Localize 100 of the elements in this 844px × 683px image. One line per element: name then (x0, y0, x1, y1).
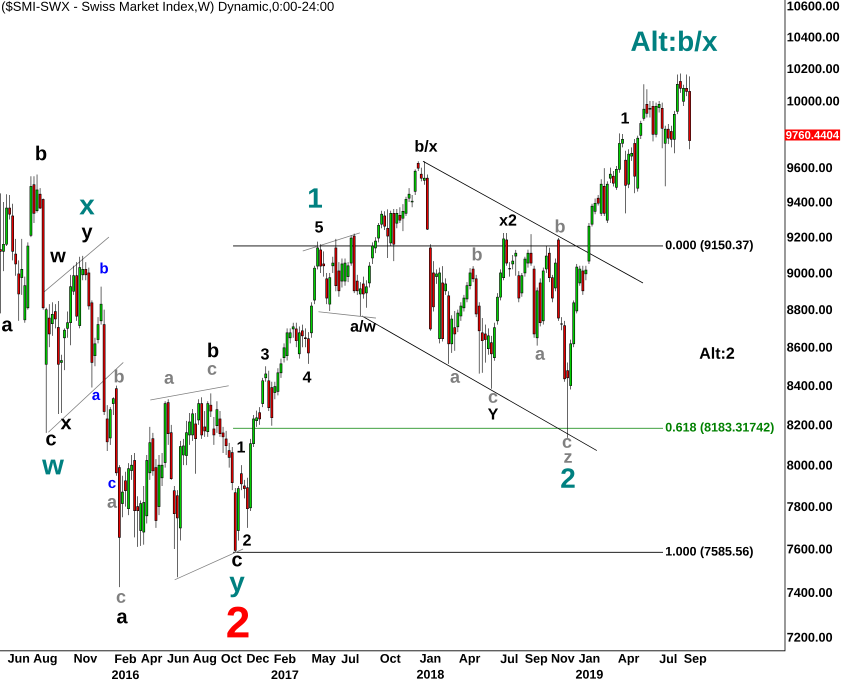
annotation: 1 (238, 441, 246, 452)
x-tick-label: Sep (525, 654, 548, 666)
y-tick-label: 9200.00 (787, 232, 832, 242)
x-tick-label: Nov (74, 654, 98, 663)
x-tick-label: Jun (167, 654, 189, 663)
annotation: x (79, 200, 95, 214)
candlestick (218, 410, 222, 438)
candlestick (344, 258, 346, 286)
candlestick (127, 462, 130, 516)
x-tick-label: Jul (341, 654, 358, 664)
x-tick-label: Jul (659, 654, 676, 664)
candlestick (652, 100, 654, 142)
annotation: a (450, 373, 460, 383)
candlestick (30, 176, 32, 238)
x-tick-label: Oct (380, 654, 401, 663)
series-label: 0.618 (8183.31742) (666, 422, 774, 434)
annotation: a (164, 374, 174, 384)
y-tick-label: 8000.00 (787, 460, 832, 470)
x-tick-label: Aug (33, 654, 57, 666)
y-tick-label: 10000.00 (787, 96, 840, 106)
candlestick (624, 150, 627, 214)
candlestick (57, 300, 60, 414)
x-tick-label: Apr (618, 654, 640, 666)
annotation: b (100, 262, 108, 274)
annotation: a (536, 350, 546, 360)
candlestick (216, 400, 218, 434)
series-label: 1.000 (7585.56) (666, 546, 753, 558)
x-tick-label: Feb 2016 (112, 654, 139, 680)
annotation: x (60, 418, 72, 430)
x-tick-label: May (312, 654, 336, 666)
x-tick-label: Apr (459, 654, 480, 666)
candlestick (654, 102, 658, 138)
candlestick (310, 302, 313, 338)
x-tick-label: Oct (221, 654, 242, 663)
y-tick-label: 7400.00 (787, 588, 832, 597)
series-label: 0.000 (9150.37) (666, 240, 753, 252)
annotation: c (108, 480, 116, 488)
candlestick (36, 174, 38, 213)
annotation: 4 (302, 371, 312, 382)
y-tick-label: 9600.00 (787, 163, 832, 172)
candlestick (340, 258, 344, 288)
y-tick-label: 7200.00 (787, 632, 832, 642)
annotation: 2 (227, 606, 248, 638)
x-tick-label: Nov (552, 654, 575, 663)
candlestick (453, 310, 456, 352)
annotation: b (556, 219, 565, 233)
y-tick-label: 8400.00 (787, 381, 832, 390)
annotation: a (92, 392, 100, 400)
annotation: 2 (243, 534, 251, 546)
x-tick-label: Dec (247, 654, 269, 663)
annotation: c (488, 393, 498, 403)
annotation: 3 (260, 348, 269, 360)
annotation: a (117, 612, 128, 624)
candlestick (0, 193, 2, 314)
annotation: b/x (415, 140, 438, 152)
y-tick-label: 8200.00 (787, 420, 832, 430)
x-tick-label: Feb 2017 (271, 654, 298, 680)
y-tick-label: 9400.00 (787, 198, 832, 207)
y-tick-label: 8800.00 (787, 305, 832, 314)
candlestick (69, 274, 72, 346)
y-tick-label: 9000.00 (787, 268, 832, 278)
annotation: c (208, 365, 216, 375)
y-tick-label: 7800.00 (787, 502, 832, 512)
annotation: a (108, 498, 118, 508)
candlestick (660, 102, 664, 149)
annotation: b (36, 146, 46, 160)
annotation: 1 (622, 112, 630, 124)
candlestick (404, 196, 408, 216)
annotation: a (2, 320, 13, 332)
annotation: w (42, 460, 64, 474)
annotation: 2 (561, 468, 575, 488)
annotation: Y (488, 408, 498, 420)
y-tick-label: 10600.00 (787, 1, 840, 10)
chart-title: ($SMI-SWX - Swiss Market Index,W) Dynamic,0:00-24:00 (2, 1, 334, 14)
x-tick-label: Apr (141, 654, 162, 666)
candlestick (185, 420, 188, 466)
annotation: b (208, 342, 218, 358)
annotation: c (232, 556, 242, 566)
annotation: c (116, 593, 126, 603)
y-tick-label: 8600.00 (787, 342, 832, 352)
candlestick (50, 302, 54, 336)
annotation: z (564, 453, 572, 463)
annotation: Alt:b/x (631, 30, 718, 52)
candlestick (438, 267, 441, 344)
annotation: 5 (315, 221, 324, 233)
annotation: c (562, 438, 572, 448)
annotation: a/w (350, 320, 376, 332)
x-tick-label: Jan 2019 (576, 654, 603, 679)
y-tick-label: 10400.00 (787, 32, 840, 42)
y-tick-label: 7600.00 (787, 544, 832, 554)
annotation: b (114, 369, 124, 383)
candlestick (191, 408, 194, 442)
x-tick-label: Jan 2018 (416, 654, 444, 679)
x-tick-label: Sep (684, 654, 706, 666)
annotation: 1 (308, 188, 322, 208)
x-tick-label: Jul (500, 654, 518, 664)
x-tick-label: Aug (192, 654, 216, 666)
annotation: Alt:2 (700, 347, 734, 359)
annotation: x2 (499, 214, 516, 226)
candlestick (322, 251, 326, 277)
